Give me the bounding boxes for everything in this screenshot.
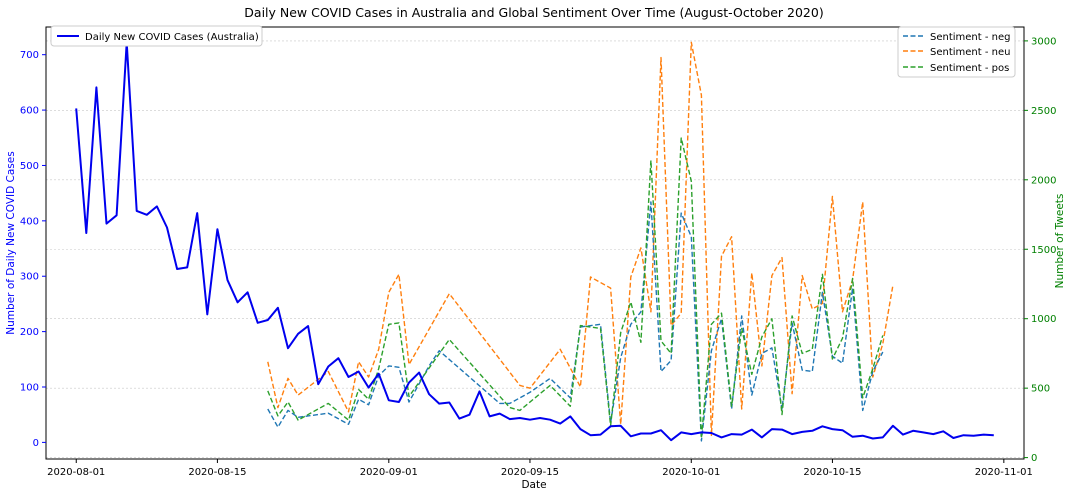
y-left-tick-label: 500 [20, 161, 39, 172]
y-axis-left-label: Number of Daily New COVID Cases [5, 151, 17, 334]
series-sentiment-neg [267, 201, 884, 442]
grid [46, 40, 1024, 458]
x-tick-label: 2020-10-01 [662, 467, 720, 478]
y-right-tick-label: 2500 [1031, 106, 1056, 117]
series-sentiment-pos [267, 137, 884, 439]
x-tick-label: 2020-09-15 [501, 467, 559, 478]
x-axis-label: Date [521, 479, 546, 491]
series-covid-cases [75, 41, 994, 442]
x-tick-label: 2020-10-15 [803, 467, 861, 478]
legend-right: Sentiment - neg Sentiment - neu Sentimen… [897, 26, 1016, 78]
y-left-tick-label: 200 [20, 327, 39, 338]
legend-label-pos: Sentiment - pos [930, 63, 1009, 74]
y-left-tick-label: 300 [20, 272, 39, 283]
y-left-tick-label: 600 [20, 106, 39, 117]
legend-left-box [50, 25, 263, 47]
x-tick-label: 2020-08-01 [47, 467, 105, 478]
y-right-tick-label: 1500 [1031, 245, 1056, 256]
y-right-tick-label: 1000 [1031, 314, 1056, 325]
legend-right-box [897, 26, 1016, 78]
y-left-tick-label: 100 [20, 383, 39, 394]
x-tick-label: 2020-08-15 [188, 467, 246, 478]
legend-label-neg: Sentiment - neg [930, 32, 1011, 43]
legend-label-neu: Sentiment - neu [930, 47, 1010, 58]
y-right-tick-label: 500 [1031, 384, 1050, 395]
chart-title: Daily New COVID Cases in Australia and G… [244, 5, 823, 20]
y-right-tick-label: 3000 [1031, 36, 1056, 47]
series-sentiment-neu [267, 41, 894, 437]
plot-frame [45, 26, 1025, 460]
legend-left: Daily New COVID Cases (Australia) [50, 25, 263, 47]
y-left-tick-label: 400 [20, 216, 39, 227]
y-right-tick-label: 0 [1031, 453, 1037, 464]
y-axis-right-label: Number of Tweets [1054, 194, 1066, 289]
series-layer [75, 41, 994, 442]
x-tick-label: 2020-09-01 [360, 467, 418, 478]
legend-label-cases: Daily New COVID Cases (Australia) [85, 32, 259, 43]
y-left-tick-label: 0 [33, 438, 39, 449]
y-axis-right: 0 500 1000 1500 2000 2500 3000 [1024, 36, 1056, 464]
y-axis-left: 0 100 200 300 400 500 600 700 [20, 50, 46, 449]
y-left-tick-label: 700 [20, 50, 39, 61]
x-tick-label: 2020-11-01 [975, 467, 1033, 478]
x-axis: 2020-08-01 2020-08-15 2020-09-01 2020-09-15… [47, 459, 1033, 478]
y-right-tick-label: 2000 [1031, 175, 1056, 186]
